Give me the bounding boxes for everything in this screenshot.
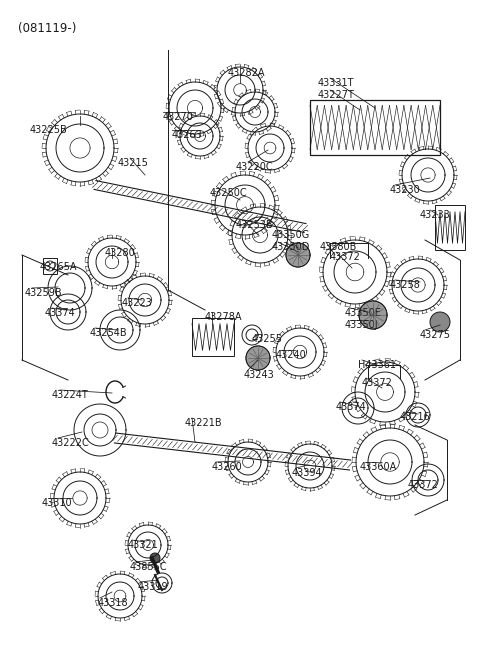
Text: 43224T: 43224T — [52, 390, 89, 400]
Circle shape — [359, 301, 387, 329]
Text: 43372: 43372 — [330, 252, 361, 262]
Text: 43254B: 43254B — [90, 328, 128, 338]
Text: 43278A: 43278A — [205, 312, 242, 322]
Polygon shape — [247, 347, 269, 369]
Text: H43361: H43361 — [358, 360, 396, 370]
Text: 43374: 43374 — [336, 402, 367, 412]
Text: 43350G: 43350G — [272, 230, 310, 240]
Text: 43310: 43310 — [42, 498, 72, 508]
Text: 43230: 43230 — [390, 185, 421, 195]
Circle shape — [246, 346, 270, 370]
Text: 43221B: 43221B — [185, 418, 223, 428]
Text: (081119-): (081119-) — [18, 22, 76, 35]
Text: 43394: 43394 — [292, 468, 323, 478]
Text: 43372: 43372 — [408, 480, 439, 490]
Text: 43263: 43263 — [172, 130, 203, 140]
Text: 43243: 43243 — [244, 370, 275, 380]
Text: 43227T: 43227T — [318, 90, 355, 100]
Text: 43350E: 43350E — [345, 308, 382, 318]
Text: 43225B: 43225B — [30, 125, 68, 135]
Polygon shape — [287, 244, 309, 266]
Text: 43318: 43318 — [98, 598, 129, 608]
Text: 43255: 43255 — [252, 334, 283, 344]
Text: 43380B: 43380B — [320, 242, 358, 252]
Text: 43215: 43215 — [118, 158, 149, 168]
Circle shape — [286, 243, 310, 267]
Text: 43282A: 43282A — [228, 68, 265, 78]
Circle shape — [430, 312, 450, 332]
Text: 43374: 43374 — [45, 308, 76, 318]
Bar — [43, 258, 57, 274]
Text: 43280: 43280 — [105, 248, 136, 258]
Text: 43350J: 43350J — [345, 320, 379, 330]
Text: 43350D: 43350D — [272, 242, 311, 252]
Text: 43220C: 43220C — [236, 162, 274, 172]
Text: 43258: 43258 — [390, 280, 421, 290]
Text: 43331T: 43331T — [318, 78, 355, 88]
Text: 43240: 43240 — [276, 350, 307, 360]
Text: 43253B: 43253B — [236, 220, 274, 230]
Text: 43275: 43275 — [420, 330, 451, 340]
Text: 43216: 43216 — [400, 412, 431, 422]
Text: 43259B: 43259B — [25, 288, 62, 298]
Text: 43855C: 43855C — [130, 562, 168, 572]
Text: 43223: 43223 — [122, 298, 153, 308]
Circle shape — [150, 553, 160, 563]
Bar — [435, 205, 465, 250]
Text: 43360A: 43360A — [360, 462, 397, 472]
Bar — [192, 318, 234, 356]
Text: 43270: 43270 — [163, 112, 194, 122]
Text: 43250C: 43250C — [210, 188, 248, 198]
Text: 43319: 43319 — [138, 582, 168, 592]
Text: 43372: 43372 — [362, 378, 393, 388]
Text: 43321: 43321 — [128, 540, 159, 550]
Text: 43233: 43233 — [420, 210, 451, 220]
Text: 43222C: 43222C — [52, 438, 90, 448]
Text: 43260: 43260 — [212, 462, 243, 472]
Text: 43265A: 43265A — [40, 262, 77, 272]
Bar — [310, 100, 440, 155]
Polygon shape — [360, 302, 386, 328]
